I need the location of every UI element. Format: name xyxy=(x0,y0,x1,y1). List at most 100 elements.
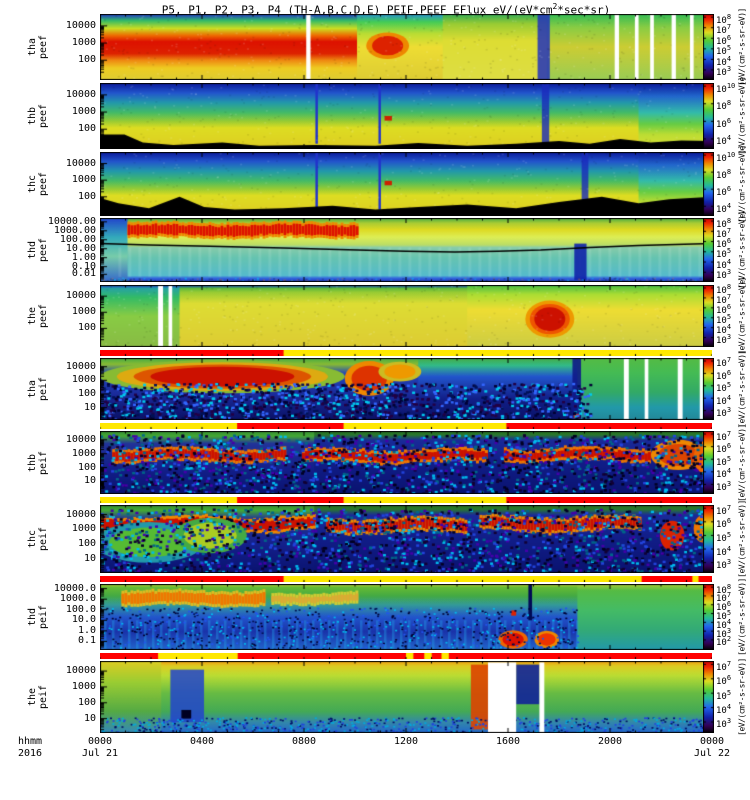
mode-flagbar-tha-peif xyxy=(100,350,712,356)
plot-title: P5, P1, P2, P3, P4 (TH-A,B,C,D,E) PEIF,P… xyxy=(161,2,611,17)
ztick-label-the-peif: 103 xyxy=(716,717,732,731)
ytick-label-tha-peif: 100 xyxy=(77,387,96,399)
spectrogram-thd-peef xyxy=(100,218,712,282)
ztick-label-thc-peef: 1010 xyxy=(716,150,736,164)
ytick-label-thd-peif: 1000.0 xyxy=(59,593,96,605)
ztick-label-tha-peif: 107 xyxy=(716,356,732,370)
ytick-label-tha-peif: 10000 xyxy=(65,360,96,372)
ztick-label-the-peif: 104 xyxy=(716,703,732,717)
ytick-label-thc-peif: 10000 xyxy=(65,508,96,520)
ztick-label-thb-peif: 105 xyxy=(716,454,732,468)
ztick-label-the-peef: 108 xyxy=(716,283,732,297)
ztick-label-tha-peif: 106 xyxy=(716,368,732,382)
spectrogram-thc-peef xyxy=(100,152,712,216)
ztick-label-thd-peef: 105 xyxy=(716,247,732,261)
ytick-label-thd-peef: 0.10 xyxy=(71,260,96,272)
colorbar-unit-label-the-peef: [eV/(cm²-s-sr-eV)] xyxy=(737,277,747,355)
ytick-label-thd-peef: 10.00 xyxy=(65,242,96,254)
ztick-label-thd-peef: 103 xyxy=(716,267,732,281)
colorbar-the-peif xyxy=(703,661,714,733)
ztick-label-the-peef: 107 xyxy=(716,293,732,307)
ztick-label-tha-peef: 107 xyxy=(716,23,732,37)
ztick-label-the-peef: 104 xyxy=(716,323,732,337)
ytick-label-thb-peef: 1000 xyxy=(71,106,96,118)
ztick-label-thd-peif: 104 xyxy=(716,617,732,631)
ztick-label-thd-peif: 106 xyxy=(716,600,732,614)
ytick-label-tha-peif: 10 xyxy=(83,401,96,413)
xtick-date-label: Jul 21 xyxy=(81,748,119,759)
ztick-label-thb-peef: 104 xyxy=(716,134,732,148)
colorbar-unit-label-thb-peef: [eV/(cm²-s-sr-eV)] xyxy=(737,77,747,155)
colorbar-thc-peef xyxy=(703,152,714,216)
ztick-label-thd-peif: 105 xyxy=(716,609,732,623)
spectrogram-thd-peif xyxy=(100,584,712,650)
ztick-label-thd-peif: 103 xyxy=(716,626,732,640)
ztick-label-tha-peef: 103 xyxy=(716,65,732,79)
ztick-label-tha-peif: 103 xyxy=(716,406,732,420)
ytick-label-thd-peef: 100.00 xyxy=(59,233,96,245)
ytick-label-tha-peef: 10000 xyxy=(65,19,96,31)
ytick-label-thc-peef: 10000 xyxy=(65,157,96,169)
colorbar-unit-label-the-peif: [eV/(cm²-s-sr-eV)] xyxy=(737,658,747,736)
colorbar-tha-peif xyxy=(703,358,714,420)
ytick-label-the-peef: 10000 xyxy=(65,290,96,302)
ytick-label-the-peif: 10000 xyxy=(65,665,96,677)
ytick-label-tha-peif: 1000 xyxy=(71,374,96,386)
ztick-label-thb-peef: 108 xyxy=(716,99,732,113)
ytick-label-thd-peif: 0.1 xyxy=(77,635,96,647)
ztick-label-the-peef: 105 xyxy=(716,313,732,327)
ztick-label-tha-peef: 108 xyxy=(716,12,732,26)
xtick-label: 0000 xyxy=(87,736,113,747)
xaxis-year-label: 2016 xyxy=(18,748,43,759)
ztick-label-thd-peif: 108 xyxy=(716,582,732,596)
xaxis-format-label: hhmm xyxy=(18,736,43,747)
xtick-label: 0400 xyxy=(189,736,215,747)
ytick-label-thd-peef: 10000.00 xyxy=(47,215,96,227)
xtick-label: 1200 xyxy=(393,736,419,747)
colorbar-the-peef xyxy=(703,285,714,347)
ytick-label-thb-peif: 1000 xyxy=(71,447,96,459)
ztick-label-thc-peef: 106 xyxy=(716,184,732,198)
ytick-label-thb-peef: 100 xyxy=(77,123,96,135)
mode-flagbar-thb-peif xyxy=(100,423,712,429)
mode-flagbar-thd-peif xyxy=(100,576,712,582)
ztick-label-thb-peif: 103 xyxy=(716,479,732,493)
ytick-label-thd-peif: 10.0 xyxy=(71,614,96,626)
spectrogram-the-peef xyxy=(100,285,712,347)
ztick-label-thd-peef: 106 xyxy=(716,237,732,251)
ztick-label-the-peif: 106 xyxy=(716,674,732,688)
xtick-label: 0800 xyxy=(291,736,317,747)
ytick-label-the-peif: 1000 xyxy=(71,680,96,692)
ytick-label-thc-peef: 1000 xyxy=(71,174,96,186)
spectrogram-tha-peif xyxy=(100,358,712,420)
ztick-label-thb-peif: 106 xyxy=(716,442,732,456)
mode-flagbar-thc-peif xyxy=(100,497,712,503)
ytick-label-thc-peef: 100 xyxy=(77,190,96,202)
ztick-label-thc-peef: 104 xyxy=(716,201,732,215)
colorbar-unit-label-tha-peef: [eV/(cm²-s-sr-eV)] xyxy=(737,8,747,86)
xtick-label: 1600 xyxy=(495,736,521,747)
ztick-label-the-peef: 103 xyxy=(716,333,732,347)
ytick-label-the-peef: 100 xyxy=(77,322,96,334)
ytick-label-thb-peef: 10000 xyxy=(65,88,96,100)
ytick-label-thc-peif: 100 xyxy=(77,538,96,550)
ytick-label-the-peef: 1000 xyxy=(71,306,96,318)
ytick-label-thc-peif: 1000 xyxy=(71,523,96,535)
ztick-label-thc-peif: 103 xyxy=(716,558,732,572)
ztick-label-the-peif: 105 xyxy=(716,688,732,702)
ztick-label-thc-peif: 106 xyxy=(716,517,732,531)
colorbar-unit-label-tha-peif: [eV/(cm²-s-sr-eV)] xyxy=(737,350,747,428)
ztick-label-thd-peif: 102 xyxy=(716,635,732,649)
spectrogram-tha-peef xyxy=(100,14,712,80)
ztick-label-thb-peif: 104 xyxy=(716,467,732,481)
spectrogram-thb-peef xyxy=(100,83,712,149)
colorbar-thd-peef xyxy=(703,218,714,282)
ytick-label-the-peif: 100 xyxy=(77,696,96,708)
ztick-label-thd-peef: 108 xyxy=(716,216,732,230)
ytick-label-thd-peif: 100.0 xyxy=(65,603,96,615)
ytick-label-thc-peif: 10 xyxy=(83,553,96,565)
ztick-label-thc-peef: 108 xyxy=(716,167,732,181)
colorbar-thc-peif xyxy=(703,505,714,573)
ztick-label-thc-peif: 107 xyxy=(716,503,732,517)
